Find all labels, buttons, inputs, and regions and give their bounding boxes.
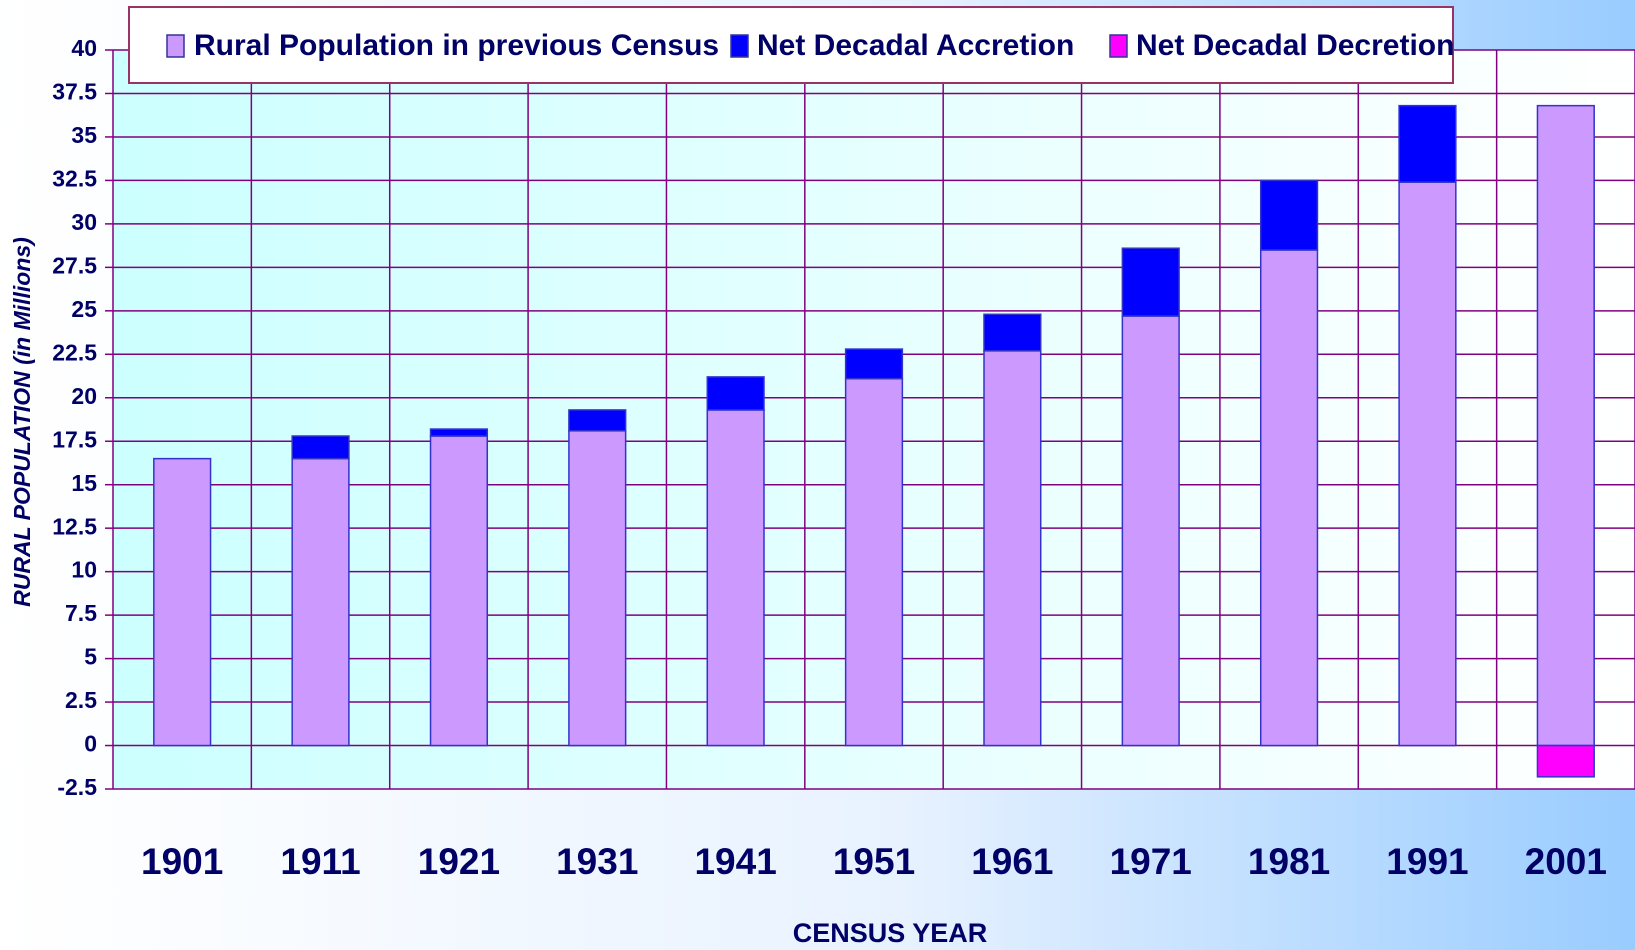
y-tick-label: 22.5 [52,339,97,365]
y-tick-label: 10 [71,557,97,583]
y-tick-label: 27.5 [52,252,97,278]
y-tick-label: 7.5 [65,600,97,626]
bar-segment [291,457,350,747]
bar-segment [1398,181,1457,747]
bar-segment [1259,249,1319,747]
y-tick-label: 30 [71,209,97,235]
legend-marker [730,34,749,58]
legend-label: Net Decadal Accretion [757,29,1074,62]
legend-box [128,6,1454,84]
bar-segment [429,435,489,747]
bars [153,104,1595,778]
y-tick-label: 17.5 [52,426,97,452]
y-tick-label: 5 [84,644,97,670]
bar-segment [983,313,1042,352]
y-tick-label: 20 [71,383,97,409]
bar-segment [1121,247,1180,317]
x-tick-label: 2001 [1525,841,1607,882]
x-tick-label: 1981 [1248,841,1330,882]
x-tick-label: 1961 [971,841,1053,882]
x-tick-label: 1951 [833,841,915,882]
bar-segment [983,350,1042,747]
x-axis-title: CENSUS YEAR [793,918,988,948]
y-tick-label: 25 [71,296,97,322]
x-tick-label: 1941 [694,841,776,882]
bar-segment [706,376,765,411]
y-tick-label: 0 [84,731,97,757]
bar-segment [568,430,627,747]
y-tick-label: 32.5 [52,165,97,191]
legend: Rural Population in previous Census Net D… [166,29,1454,62]
legend-marker [1109,34,1128,58]
y-tick-label: 35 [71,122,97,148]
y-tick-label: 40 [71,35,97,61]
bar-segment [844,377,904,747]
x-tick-label: 1901 [141,841,223,882]
legend-label: Net Decadal Decretion [1136,29,1454,62]
bar-segment [844,348,904,380]
y-tick-label: 15 [71,470,97,496]
x-tick-label: 1991 [1386,841,1468,882]
bar-segment [706,409,765,747]
bar-segment [1259,179,1319,251]
y-tick-label: -2.5 [57,774,97,800]
bar-segment [1536,104,1595,747]
bar-segment [568,409,627,432]
bar-segment [429,428,489,437]
bar-segment [1536,744,1595,778]
y-tick-label: 37.5 [52,79,97,105]
bar-segment [153,457,212,747]
y-axis-title: RURAL POPULATION (in Millions) [9,237,35,607]
y-tick-label: 2.5 [65,687,97,713]
y-tick-label: 12.5 [52,513,97,539]
bar-segment [291,435,350,460]
x-tick-label: 1921 [418,841,500,882]
x-tick-label: 1931 [556,841,638,882]
x-tick-label: 1911 [280,841,360,882]
x-tick-label: 1971 [1110,841,1192,882]
bar-segment [1121,315,1180,747]
bar-segment [1398,104,1457,183]
legend-marker [166,34,185,58]
legend-label: Rural Population in previous Census [194,29,719,62]
labels: -2.5 0 2.5 5 7.5 10 12.5 15 17.5 20 22.5 25 27.5 30 32… [52,35,1607,882]
